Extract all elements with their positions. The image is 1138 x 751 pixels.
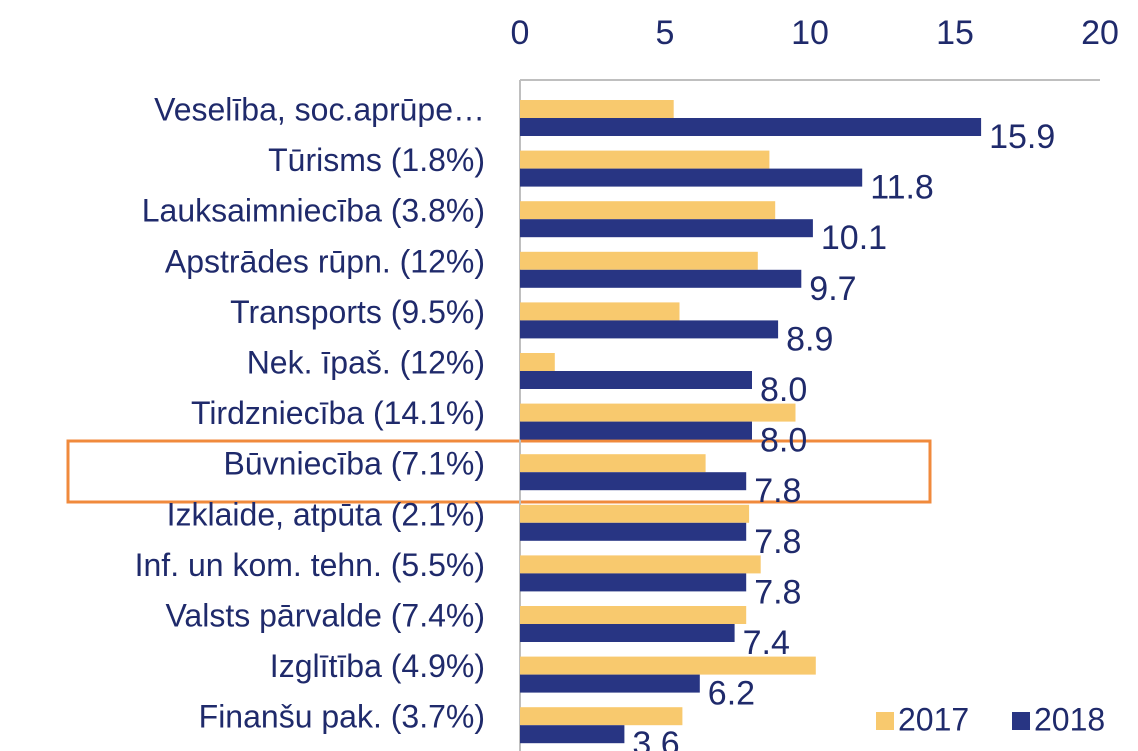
- bar: [520, 674, 700, 693]
- bar: [520, 100, 674, 118]
- bar: [520, 522, 747, 541]
- bar: [520, 454, 706, 473]
- category-label: Valsts pārvalde (7.4%): [165, 597, 485, 633]
- bar: [520, 573, 747, 592]
- bar: [520, 353, 555, 371]
- bar: [520, 707, 683, 726]
- bar: [520, 201, 776, 220]
- value-label: 9.7: [809, 270, 856, 308]
- highlight-box: [66, 439, 932, 504]
- value-label: 7.4: [743, 624, 790, 662]
- x-tick-label: 0: [511, 14, 530, 52]
- bar: [520, 421, 752, 440]
- value-label: 11.8: [870, 169, 934, 207]
- x-tick-label: 10: [791, 14, 829, 52]
- bar: [520, 504, 750, 523]
- value-label: 7.8: [754, 523, 801, 561]
- bar: [520, 403, 796, 422]
- category-label: Tūrisms (1.8%): [268, 142, 485, 178]
- value-label: 8.9: [786, 320, 833, 358]
- value-label: 10.1: [821, 219, 887, 257]
- category-label: Nek. īpaš. (12%): [247, 344, 485, 380]
- value-label: 15.9: [989, 118, 1055, 156]
- bar: [520, 472, 747, 491]
- bar: [520, 219, 813, 238]
- category-label: Transports (9.5%): [230, 294, 485, 330]
- category-label: Apstrādes rūpn. (12%): [165, 243, 485, 279]
- bar: [520, 320, 779, 339]
- legend-swatch: [1012, 712, 1030, 730]
- category-label: Veselība, soc.aprūpe…: [154, 91, 485, 127]
- bar: [520, 118, 982, 136]
- bar: [520, 251, 758, 270]
- legend-swatch: [876, 712, 894, 730]
- value-label: 7.8: [754, 573, 801, 611]
- bar: [520, 371, 752, 389]
- bar: [520, 168, 863, 187]
- category-label: Tirdzniecība (14.1%): [191, 395, 485, 431]
- x-tick-label: 5: [656, 14, 675, 52]
- bar: [520, 606, 747, 624]
- bar: [520, 555, 761, 574]
- value-label: 8.0: [760, 422, 807, 460]
- category-label: Inf. un kom. tehn. (5.5%): [135, 547, 485, 583]
- bar: [520, 656, 816, 675]
- x-tick-label: 15: [936, 14, 974, 52]
- x-tick-label: 20: [1081, 14, 1119, 52]
- bar: [520, 150, 770, 169]
- category-label: Lauksaimniecība (3.8%): [142, 193, 485, 229]
- legend-label: 2017: [898, 701, 969, 737]
- value-label: 8.0: [760, 371, 807, 409]
- legend-label: 2018: [1034, 701, 1105, 737]
- category-label: Izklaide, atpūta (2.1%): [167, 496, 485, 532]
- bar: [520, 725, 625, 744]
- bar: [520, 624, 735, 642]
- category-label: Izglītība (4.9%): [270, 648, 485, 684]
- value-label: 3.6: [632, 725, 679, 751]
- bar: [520, 302, 680, 321]
- bar: [520, 269, 802, 288]
- category-label: Finanšu pak. (3.7%): [199, 699, 485, 735]
- category-label: Būvniecība (7.1%): [224, 446, 485, 482]
- value-label: 7.8: [754, 472, 801, 510]
- value-label: 6.2: [708, 675, 755, 713]
